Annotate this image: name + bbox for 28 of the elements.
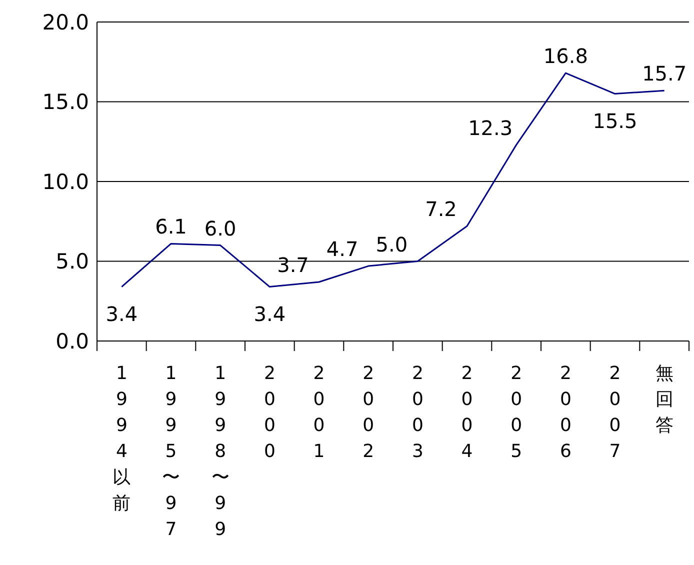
x-tick-label: 無回答 [655, 363, 674, 436]
y-tick-label: 0.0 [56, 329, 89, 354]
data-label: 7.2 [425, 197, 457, 222]
data-label: 6.1 [155, 214, 187, 239]
x-tick-label: 1998〜99 [211, 363, 230, 540]
x-tick-label: 2003 [412, 363, 424, 462]
x-tick-label: 1995〜97 [162, 363, 180, 540]
y-tick-label: 15.0 [42, 90, 89, 114]
x-tick-label: 2006 [560, 363, 572, 462]
data-label: 15.7 [642, 62, 687, 86]
x-tick-label: 2002 [362, 363, 374, 462]
data-label: 15.5 [592, 108, 638, 133]
y-tick-label: 5.0 [56, 250, 89, 274]
data-label: 3.4 [106, 302, 138, 326]
x-tick-label: 1994以前 [112, 363, 131, 514]
data-label: 12.3 [468, 116, 513, 140]
y-tick-label: 10.0 [42, 170, 89, 194]
data-label: 3.4 [254, 302, 286, 326]
data-label: 16.8 [543, 44, 588, 68]
x-tick-label: 2005 [510, 363, 522, 462]
data-label: 6.0 [204, 216, 236, 240]
x-tick-label: 2001 [313, 363, 325, 462]
data-label: 4.7 [326, 237, 358, 262]
y-tick-label: 20.0 [42, 10, 89, 34]
x-tick-label: 2000 [264, 363, 276, 462]
data-label: 5.0 [376, 232, 408, 256]
x-tick-label: 2004 [461, 363, 473, 462]
x-tick-label: 2007 [609, 363, 621, 462]
